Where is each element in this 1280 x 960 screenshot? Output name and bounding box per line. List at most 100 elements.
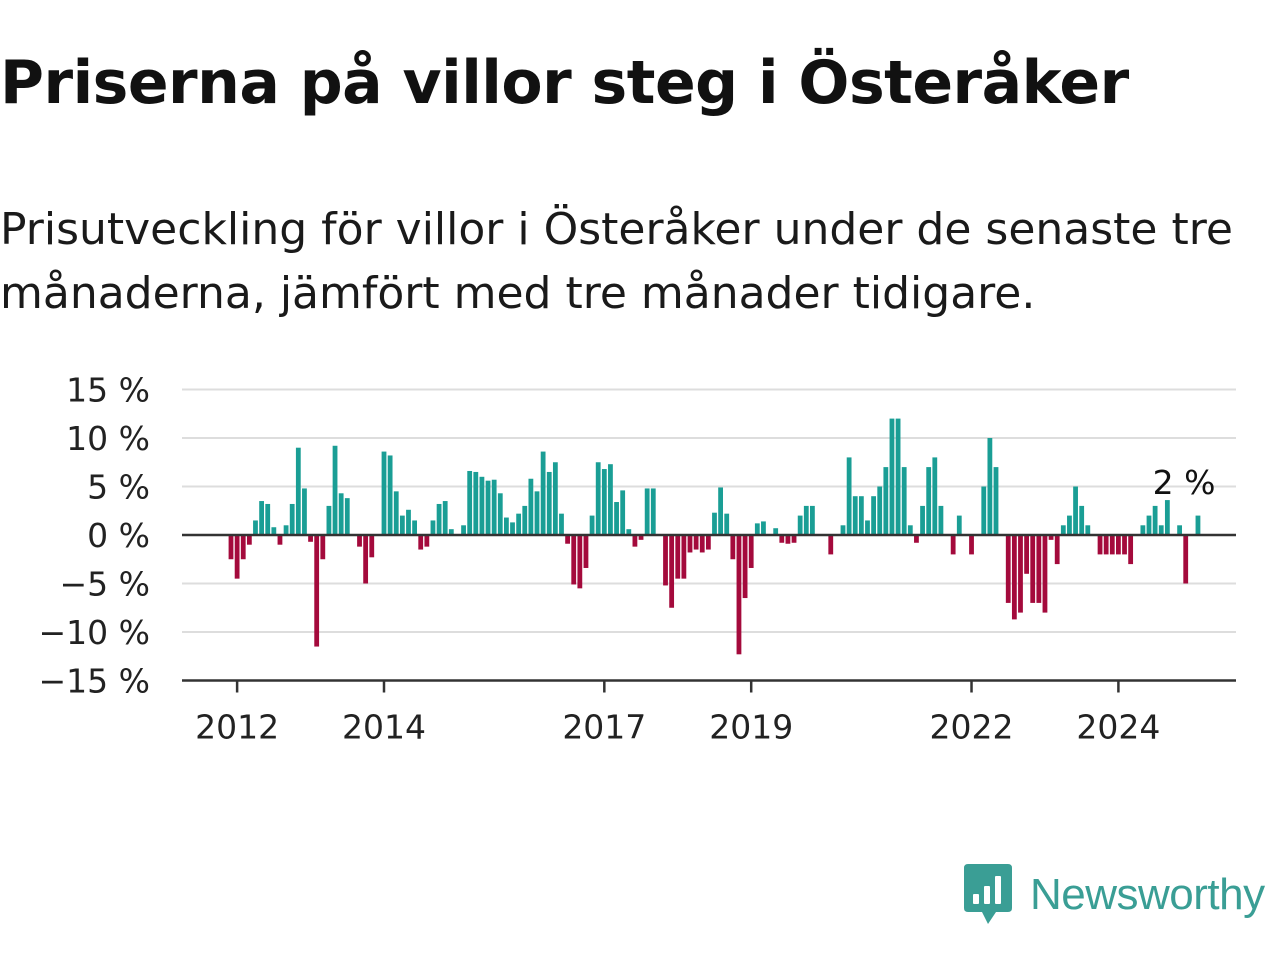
x-tick-label: 2019: [709, 708, 793, 747]
bar: [1018, 535, 1023, 613]
bar: [638, 535, 644, 540]
bar: [1005, 535, 1011, 603]
bar: [1122, 535, 1127, 555]
x-tick-label: 2024: [1076, 708, 1160, 747]
bar: [253, 520, 258, 535]
x-axis-labels: 2012 2014 2017 2019 2022 2024: [195, 680, 1160, 747]
bar: [504, 517, 509, 535]
bar: [950, 535, 956, 555]
bar: [1024, 535, 1029, 574]
bar: [534, 491, 540, 535]
bar: [718, 487, 723, 535]
bar: [650, 488, 656, 535]
bar: [1164, 500, 1170, 535]
bar: [675, 535, 681, 579]
bar: [344, 498, 350, 535]
bar: [1036, 535, 1042, 603]
bar: [363, 535, 369, 584]
bar: [461, 525, 466, 535]
bar: [803, 505, 809, 535]
bar: [552, 462, 558, 535]
bar: [663, 535, 668, 586]
bar: [699, 535, 705, 553]
bar: [846, 457, 852, 535]
bar: [1116, 535, 1121, 555]
bar: [840, 525, 846, 535]
y-tick-label: 5 %: [87, 468, 150, 507]
bar: [571, 535, 577, 585]
bar: [430, 520, 436, 535]
bar: [448, 529, 454, 535]
bar: [920, 505, 925, 535]
bar: [338, 493, 344, 535]
bar: [467, 470, 473, 535]
bar: [234, 535, 240, 579]
bar: [608, 464, 613, 535]
bar: [1054, 535, 1060, 565]
bar: [418, 535, 424, 550]
bar: [473, 471, 479, 535]
bar: [742, 535, 748, 599]
bar: [1048, 535, 1054, 540]
bar: [295, 447, 301, 535]
bar: [889, 418, 895, 535]
bar: [748, 535, 754, 568]
bar: [228, 535, 234, 560]
bars: [228, 418, 1201, 655]
bar: [332, 445, 338, 535]
bar: [1079, 505, 1085, 535]
bar: [907, 525, 913, 535]
bar: [614, 502, 619, 535]
chart-subtitle: Prisutveckling för villor i Österåker un…: [0, 204, 1233, 319]
bar: [589, 515, 595, 535]
bar: [436, 503, 442, 535]
bar: [393, 491, 399, 535]
bar: [644, 488, 650, 535]
bar: [528, 478, 534, 535]
bar: [1060, 525, 1066, 535]
bar: [1097, 535, 1103, 555]
bar: [730, 535, 736, 560]
bar: [914, 535, 919, 543]
bar: [693, 535, 699, 550]
bar: [883, 467, 889, 535]
x-tick-label: 2014: [342, 708, 426, 747]
y-tick-label: −15 %: [39, 662, 151, 701]
bar: [1030, 535, 1036, 603]
newsworthy-logo[interactable]: Newsworthy: [962, 862, 1265, 928]
bar: [1177, 525, 1182, 535]
last-value-annotation: 2 %: [1153, 463, 1216, 502]
bar: [828, 535, 834, 555]
chart-title: Priserna på villor steg i Österåker: [0, 48, 1129, 118]
bar: [1109, 535, 1115, 555]
gridlines: [182, 388, 1236, 633]
bar: [1067, 515, 1072, 535]
bar: [1103, 535, 1109, 555]
bar: [595, 462, 601, 535]
y-tick-label: −5 %: [60, 565, 151, 604]
bar: [381, 451, 387, 535]
y-tick-label: −10 %: [39, 613, 151, 652]
bar: [283, 525, 289, 535]
bar: [1042, 535, 1048, 613]
bar: [626, 529, 632, 535]
y-tick-label: 10 %: [66, 419, 150, 458]
bar: [736, 535, 742, 655]
axes: [182, 533, 1236, 682]
bar: [412, 520, 417, 535]
bar: [601, 469, 607, 535]
bar: [871, 496, 876, 535]
bar: [1195, 515, 1201, 535]
bar: [773, 528, 779, 535]
bar: [987, 438, 993, 535]
bar: [1011, 535, 1017, 620]
x-tick-label: 2012: [195, 708, 279, 747]
bar: [369, 535, 375, 558]
bar: [901, 467, 907, 535]
bar: [926, 467, 932, 535]
bar: [681, 535, 687, 579]
bar: [1183, 535, 1189, 584]
bar: [479, 476, 485, 535]
bar: [387, 455, 393, 535]
bar: [993, 467, 999, 535]
